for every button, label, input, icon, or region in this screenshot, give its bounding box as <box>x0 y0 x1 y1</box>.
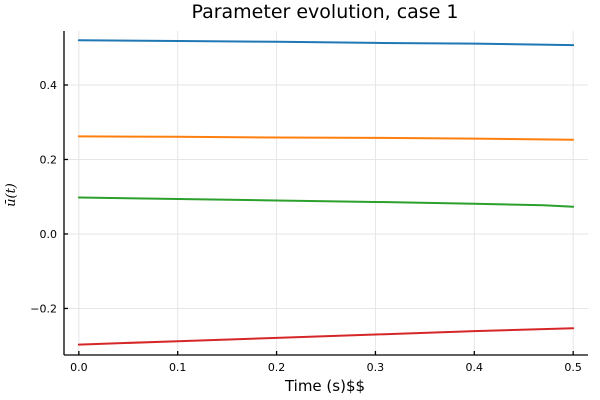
series-line-4 <box>77 327 575 346</box>
y-axis-label: ū(t) <box>4 183 19 207</box>
x-axis-label: Time (s)$$ <box>284 377 365 395</box>
chart-title: Parameter evolution, case 1 <box>191 1 458 23</box>
y-tick-label-0: −0.2 <box>30 302 57 315</box>
x-tick-label-5: 0.5 <box>564 361 582 374</box>
grid-layer <box>64 31 588 355</box>
x-tick-label-1: 0.1 <box>169 361 187 374</box>
x-tick-label-2: 0.2 <box>268 361 286 374</box>
series-line-1 <box>77 39 575 47</box>
series-line-3 <box>77 196 575 208</box>
x-tick-label-4: 0.4 <box>466 361 484 374</box>
series-line-2 <box>77 135 575 141</box>
tick-layer: 0.0 0.1 0.2 0.3 0.4 0.5 −0.2 0.0 0.2 0.4 <box>30 79 582 374</box>
y-tick-label-1: 0.0 <box>40 228 58 241</box>
x-tick-label-3: 0.3 <box>367 361 385 374</box>
y-tick-label-2: 0.2 <box>40 153 58 166</box>
y-tick-label-3: 0.4 <box>40 79 58 92</box>
axis-layer <box>63 31 588 356</box>
x-tick-label-0: 0.0 <box>70 361 88 374</box>
series-layer <box>77 39 575 346</box>
